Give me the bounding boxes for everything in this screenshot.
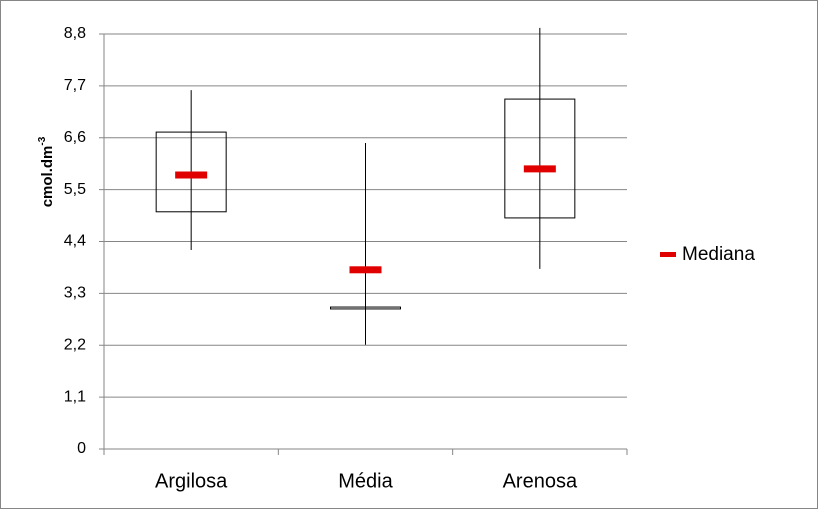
legend-swatch [660,252,676,257]
x-tick-label: Média [338,470,393,492]
y-axis-label-base: cmol.dm [39,146,56,208]
box [330,306,401,310]
x-tick-label: Argilosa [155,470,228,492]
median [523,165,556,173]
y-tick-label: 2,2 [64,336,86,353]
median [175,171,208,179]
y-axis-label: cmol.dm-3 [37,136,56,207]
legend-label: Mediana [682,244,755,265]
y-tick-label: 7,7 [64,77,86,94]
box [504,98,576,219]
y-axis-label-sup: -3 [37,136,48,145]
y-tick-label: 8,8 [64,25,86,42]
y-tick-label: 5,5 [64,181,86,198]
y-tick-label: 3,3 [64,285,86,302]
median [349,266,382,274]
x-tick-label: Arenosa [503,470,578,492]
y-tick-label: 4,4 [64,233,86,250]
y-tick-label: 0 [77,440,86,457]
y-tick-label: 6,6 [64,129,86,146]
y-tick-label: 1,1 [64,388,86,405]
box [155,131,227,213]
